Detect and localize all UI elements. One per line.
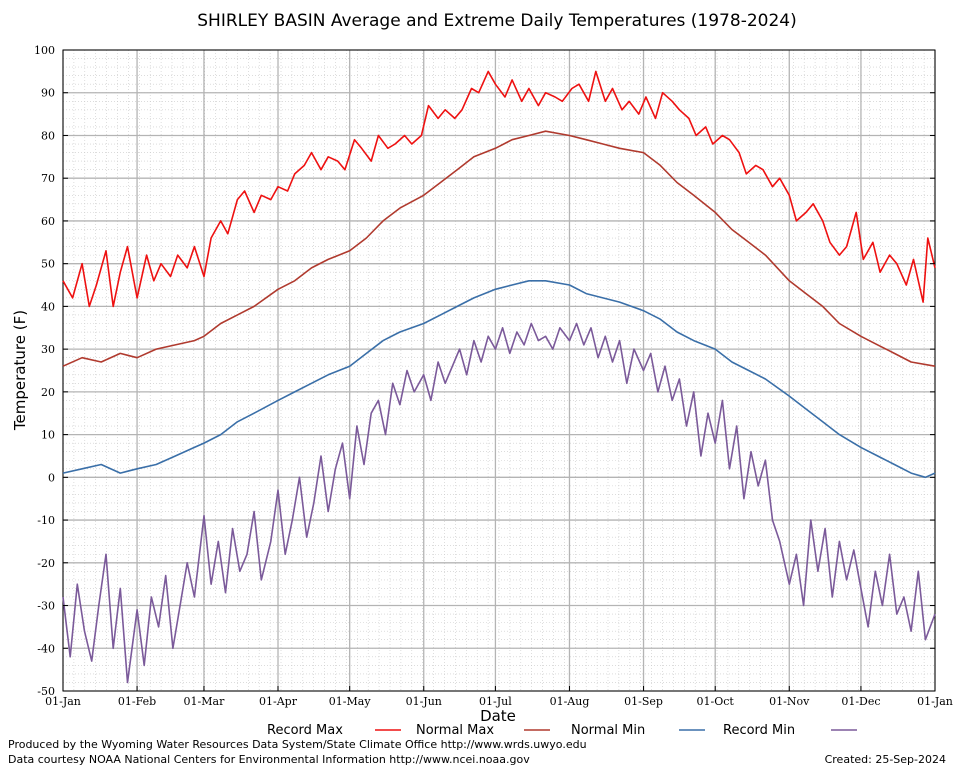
y-axis: -50 -40 -30 -20 -10 0 10 20 30 40 50 60 70 80 90 100 — [34, 44, 935, 698]
x-tick-label: 01-Oct — [697, 695, 735, 708]
legend: Record Max Normal Max Normal Min Record Min — [267, 723, 857, 738]
chart-title: SHIRLEY BASIN Average and Extreme Daily … — [197, 11, 796, 31]
legend-label-record-min: Record Min — [723, 723, 795, 738]
x-tick-label: 01-Jan — [917, 695, 953, 708]
credit-data-source: Data courtesy NOAA National Centers for … — [8, 753, 530, 766]
y-tick-label: 60 — [41, 215, 55, 228]
y-tick-label: 90 — [41, 87, 55, 100]
x-tick-label: 01-Nov — [769, 695, 810, 708]
series-line-record-min — [62, 322, 936, 684]
y-tick-label: -30 — [37, 600, 55, 613]
y-tick-label: 50 — [41, 258, 55, 271]
x-tick-label: 01-Jan — [45, 695, 81, 708]
y-tick-label: -40 — [37, 642, 55, 655]
plot-frame — [62, 49, 936, 692]
x-tick-label: 01-May — [329, 695, 372, 708]
x-tick-label: 01-Feb — [118, 695, 156, 708]
series-line-record-max — [62, 70, 936, 308]
x-tick-label: 01-Jul — [479, 695, 512, 708]
x-tick-label: 01-Sep — [624, 695, 663, 708]
series-line-normal-max — [62, 130, 936, 367]
x-tick-label: 01-Dec — [841, 695, 880, 708]
y-tick-label: 100 — [34, 44, 55, 57]
x-tick-label: 01-Apr — [259, 695, 298, 708]
y-tick-label: -20 — [37, 557, 55, 570]
series-line-normal-min — [62, 279, 936, 479]
x-tick-label: 01-Mar — [184, 695, 226, 708]
legend-label-normal-min: Normal Min — [571, 723, 645, 738]
y-tick-label: 20 — [41, 386, 55, 399]
grid — [62, 49, 936, 692]
y-tick-label: 70 — [41, 172, 55, 185]
created-date: Created: 25-Sep-2024 — [825, 753, 946, 766]
y-tick-label: 0 — [48, 471, 55, 484]
y-tick-label: 30 — [41, 343, 55, 356]
y-tick-label: -10 — [37, 514, 55, 527]
x-tick-label: 01-Aug — [550, 695, 590, 708]
y-tick-label: -50 — [37, 685, 55, 698]
legend-label-normal-max: Normal Max — [416, 723, 494, 738]
x-axis: 01-Jan 01-Feb 01-Mar 01-Apr 01-May 01-Jun 01-J… — [45, 686, 953, 708]
series-group — [62, 70, 936, 684]
legend-label-record-max: Record Max — [267, 723, 343, 738]
y-tick-label: 80 — [41, 129, 55, 142]
x-axis-label: Date — [480, 707, 516, 725]
y-axis-label: Temperature (F) — [11, 310, 29, 431]
y-tick-label: 40 — [41, 300, 55, 313]
y-tick-label: 10 — [41, 429, 55, 442]
credit-producer: Produced by the Wyoming Water Resources … — [8, 738, 587, 751]
x-tick-label: 01-Jun — [406, 695, 442, 708]
